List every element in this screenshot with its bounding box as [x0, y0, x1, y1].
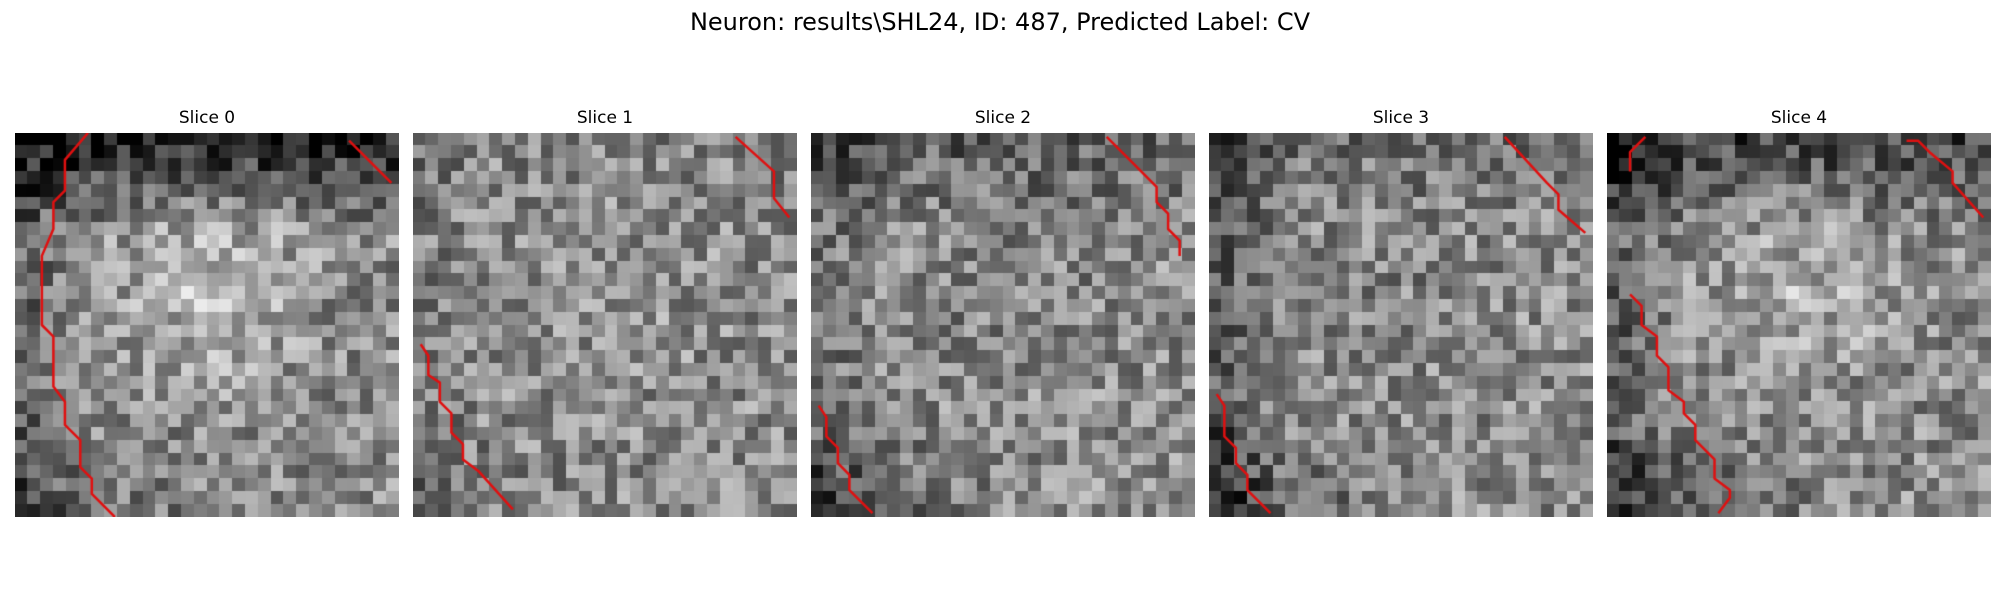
slice-panel-3: Slice 3: [1209, 108, 1593, 518]
slice-image: [811, 133, 1195, 517]
slice-panel-2: Slice 2: [811, 108, 1195, 518]
figure-title: Neuron: results\SHL24, ID: 487, Predicte…: [689, 8, 1311, 36]
slice-title: Slice 3: [1372, 108, 1430, 128]
slice-image: [15, 133, 399, 517]
slice-title: Slice 2: [974, 108, 1032, 128]
slice-panel-0: Slice 0: [15, 108, 399, 518]
slice-image: [1607, 133, 1991, 517]
slice-image: [1209, 133, 1593, 517]
slice-panel-4: Slice 4: [1607, 108, 1991, 518]
slice-title: Slice 4: [1770, 108, 1828, 128]
slice-title: Slice 0: [178, 108, 236, 128]
slice-image: [413, 133, 797, 517]
slice-title: Slice 1: [576, 108, 634, 128]
slice-panel-1: Slice 1: [413, 108, 797, 518]
